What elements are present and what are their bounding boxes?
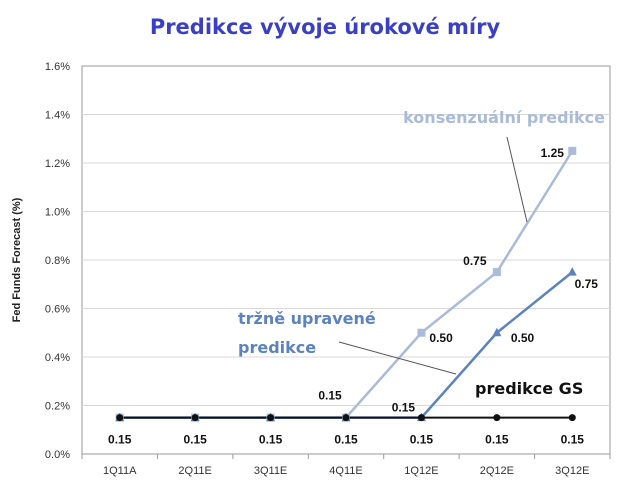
x-tick-label: 3Q11E <box>254 465 287 477</box>
data-label-market: 0.50 <box>511 331 535 345</box>
annotation-consensus: konsenzuální predikce <box>403 108 605 127</box>
point-gs <box>342 414 350 422</box>
x-tick-label: 4Q11E <box>329 465 362 477</box>
x-tick-label: 2Q12E <box>480 465 514 477</box>
x-tick-label: 2Q11E <box>178 465 211 477</box>
y-tick-label: 1.2% <box>45 158 70 170</box>
chart-title: Predikce vývoje úrokové míry <box>150 15 501 39</box>
data-label-gs: 0.15 <box>183 433 207 447</box>
point-consensus <box>568 146 577 155</box>
data-label-gs: 0.15 <box>108 433 132 447</box>
data-label-gs: 0.15 <box>259 433 283 447</box>
point-gs <box>267 414 275 422</box>
annotations: konsenzuální predikce tržně upravené pre… <box>238 108 605 398</box>
x-tick-label: 3Q12E <box>555 465 589 477</box>
data-label-consensus: 0.50 <box>429 331 453 345</box>
data-label-consensus: 1.25 <box>541 146 565 160</box>
annotation-market-line2: predikce <box>238 338 316 357</box>
y-tick-label: 0.8% <box>45 255 70 267</box>
x-tick-label: 1Q11A <box>103 465 137 477</box>
annotation-gs: predikce GS <box>475 379 583 398</box>
x-tick-label: 1Q12E <box>404 465 438 477</box>
data-label-gs: 0.15 <box>561 433 585 447</box>
point-gs <box>493 414 501 422</box>
point-gs <box>417 414 425 422</box>
point-consensus <box>417 328 426 337</box>
point-market <box>567 267 577 276</box>
data-label-gs: 0.15 <box>410 433 434 447</box>
point-gs <box>191 414 199 422</box>
y-tick-label: 1.0% <box>45 207 70 219</box>
y-tick-label: 0.0% <box>45 449 70 461</box>
data-label-market: 0.15 <box>392 401 416 415</box>
y-tick-label: 1.4% <box>45 110 70 122</box>
annotation-market-line1: tržně upravené <box>238 309 376 328</box>
data-label-market: 0.75 <box>575 277 599 291</box>
y-tick-label: 0.2% <box>45 401 70 413</box>
plot-area: 0.0% 0.2% 0.4% 0.6% 0.8% 1.0% 1.2% 1.4% 1.6% 1Q11… <box>45 61 611 477</box>
leader-consensus <box>506 136 528 223</box>
y-tick-label: 0.6% <box>45 304 70 316</box>
leader-market <box>338 341 457 375</box>
data-label-consensus: 0.15 <box>318 389 342 403</box>
point-market <box>492 327 502 337</box>
point-gs <box>116 414 124 422</box>
data-label-gs: 0.15 <box>334 433 358 447</box>
y-tick-label: 0.4% <box>45 352 70 364</box>
point-gs <box>568 414 576 422</box>
data-label-gs: 0.15 <box>485 433 509 447</box>
data-label-consensus: 0.75 <box>463 254 487 268</box>
point-consensus <box>492 268 501 277</box>
y-tick-label: 1.6% <box>45 61 70 73</box>
y-axis-label: Fed Funds Forecast (%) <box>11 197 23 322</box>
